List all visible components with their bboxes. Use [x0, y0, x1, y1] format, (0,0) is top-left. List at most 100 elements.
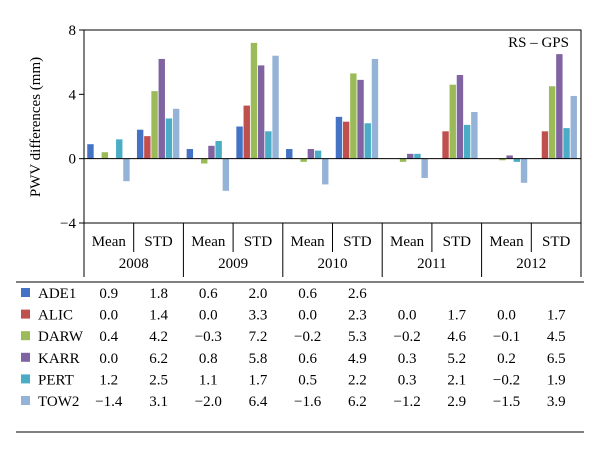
bar-pert-2011-std: [463, 124, 471, 159]
table-value: −1.5: [493, 394, 520, 410]
bar-ade1-2010-std: [335, 116, 343, 159]
bar-tow2-2009-std: [272, 55, 279, 159]
table-value: 6.5: [547, 351, 566, 367]
table-value: 1.7: [447, 308, 466, 324]
bar-pert-2008-std: [165, 118, 173, 159]
stat-category-label: Mean: [291, 234, 326, 250]
bar-karr-2011-std: [456, 75, 464, 159]
table-value: 4.9: [348, 351, 367, 367]
stat-category-label: Mean: [390, 234, 425, 250]
bar-pert-2012-mean: [513, 158, 521, 162]
table-value: 1.7: [249, 372, 268, 388]
table-value: 0.3: [398, 351, 417, 367]
bar-karr-2012-mean: [506, 155, 513, 159]
bar-pert-2010-mean: [314, 150, 322, 159]
table-value: 4.6: [447, 329, 466, 345]
table-value: 5.3: [348, 329, 367, 345]
series-name-label: DARW: [38, 329, 84, 345]
legend-swatch-pert: [21, 374, 30, 384]
bar-darw-2009-std: [250, 42, 258, 159]
bar-karr-2011-mean: [407, 153, 414, 159]
table-value: 1.4: [149, 308, 168, 324]
table-value: 6.2: [348, 394, 367, 410]
bar-tow2-2011-mean: [421, 158, 428, 178]
bar-pert-2009-mean: [215, 140, 222, 159]
table-value: 0.0: [199, 308, 218, 324]
series-name-label: ALIC: [38, 308, 73, 324]
bar-pert-2010-std: [364, 123, 371, 159]
bar-darw-2008-mean: [101, 152, 109, 159]
year-category-label: 2011: [417, 256, 446, 272]
legend-swatch-tow2: [21, 396, 30, 405]
table-value: 0.0: [497, 308, 516, 324]
series-name-label: PERT: [38, 372, 74, 388]
table-value: −1.4: [95, 394, 123, 410]
y-axis-label: PWV differences (mm): [28, 57, 44, 197]
table-value: 3.9: [547, 394, 566, 410]
bar-alic-2012-std: [541, 131, 549, 159]
table-value: 0.0: [298, 308, 317, 324]
bar-karr-2008-std: [158, 58, 165, 159]
stat-category-label: STD: [144, 234, 173, 250]
table-value: 0.4: [99, 329, 118, 345]
bar-darw-2011-std: [449, 84, 456, 159]
bar-ade1-2009-mean: [186, 149, 194, 159]
bar-darw-2010-std: [350, 73, 357, 159]
table-value: 2.2: [348, 372, 367, 388]
bar-tow2-2009-mean: [222, 158, 230, 191]
table-value: 0.6: [199, 286, 218, 302]
series-annotation: RS – GPS: [508, 35, 569, 51]
stat-category-label: STD: [343, 234, 372, 250]
bar-karr-2010-mean: [307, 149, 315, 159]
stat-category-label: STD: [542, 234, 571, 250]
y-tick-label: −4: [60, 216, 76, 232]
table-value: −1.6: [294, 394, 322, 410]
bar-karr-2009-std: [257, 65, 265, 159]
table-value: 0.5: [298, 372, 317, 388]
y-tick-label: 8: [69, 23, 77, 39]
bar-ade1-2008-mean: [87, 144, 94, 159]
table-value: 1.9: [547, 372, 566, 388]
bar-karr-2012-std: [556, 54, 563, 159]
bar-karr-2009-mean: [208, 145, 215, 159]
table-value: 3.1: [149, 394, 168, 410]
series-name-label: TOW2: [38, 394, 79, 410]
bar-alic-2011-std: [442, 131, 449, 159]
stat-category-label: Mean: [489, 234, 524, 250]
plot-area: −4 0 4 8 Mean STD 2008 Mean STD 2009 Mean STD 2010 Me…: [60, 23, 582, 277]
table-value: 0.0: [99, 351, 118, 367]
bar-tow2-2012-std: [570, 95, 577, 159]
legend-swatch-ade1: [21, 288, 30, 297]
table-value: 2.3: [348, 308, 367, 324]
table-value: 0.9: [99, 286, 118, 302]
bar-tow2-2010-std: [371, 58, 379, 159]
table-value: 4.5: [547, 329, 566, 345]
bar-alic-2010-std: [342, 121, 350, 159]
bar-darw-2012-mean: [499, 158, 506, 161]
bar-tow2-2011-std: [471, 112, 478, 159]
table-value: 2.9: [447, 394, 466, 410]
table-value: 4.2: [149, 329, 168, 345]
bar-darw-2009-mean: [201, 158, 208, 164]
table-value: 0.3: [398, 372, 417, 388]
year-category-label: 2010: [318, 256, 348, 272]
table-value: 2.1: [447, 372, 466, 388]
y-tick-label: 0: [69, 152, 77, 168]
legend-swatch-darw: [21, 331, 30, 341]
table-value: 0.2: [497, 351, 516, 367]
table-value: 2.5: [149, 372, 168, 388]
table-value: 1.7: [547, 308, 566, 324]
table-value: 2.6: [348, 286, 367, 302]
table-value: 3.3: [249, 308, 268, 324]
stat-category-label: Mean: [191, 234, 226, 250]
stat-category-label: Mean: [92, 234, 127, 250]
table-value: 1.1: [199, 372, 218, 388]
table-value: 5.2: [447, 351, 466, 367]
bar-darw-2011-mean: [399, 158, 407, 162]
series-name-label: KARR: [38, 351, 80, 367]
bar-pert-2008-mean: [116, 139, 123, 159]
table-value: −0.2: [493, 372, 520, 388]
table-value: 7.2: [249, 329, 268, 345]
legend-swatch-karr: [21, 352, 30, 362]
